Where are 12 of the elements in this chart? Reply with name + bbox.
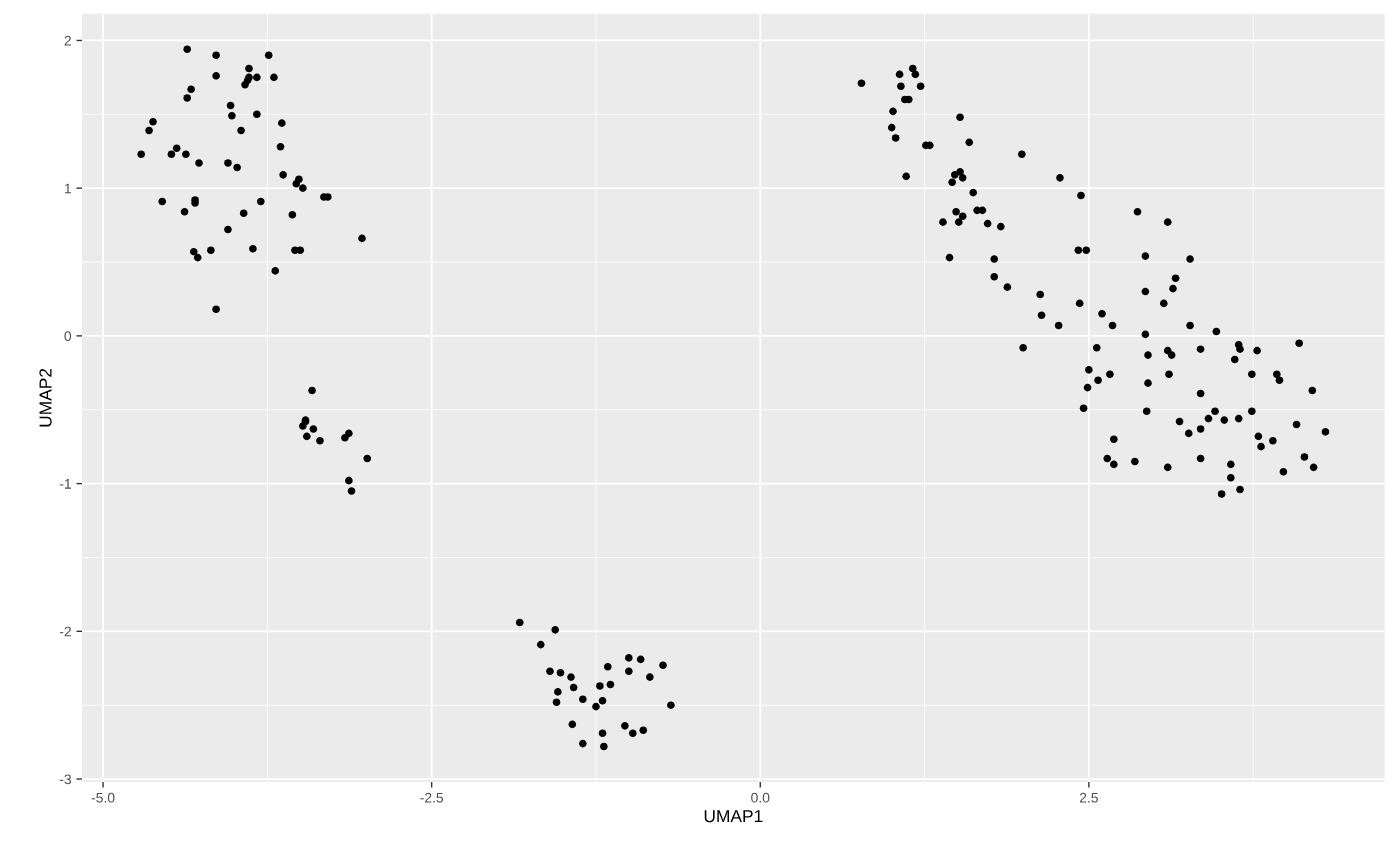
y-tick-label: 1 (64, 183, 71, 194)
y-tick-label: -2 (59, 626, 71, 637)
y-tick-label: -1 (59, 479, 71, 489)
x-tick-label: 2.5 (1079, 792, 1098, 803)
y-tick-label: -3 (59, 774, 72, 785)
y-tick-label: 2 (64, 35, 71, 46)
x-tick-label: -5.0 (91, 792, 115, 803)
x-axis-title: UMAP1 (704, 810, 763, 823)
y-tick-label: 0 (64, 331, 72, 342)
x-tick-label: 0.0 (751, 792, 770, 803)
y-axis-title: UMAP2 (39, 368, 52, 427)
x-tick-label: -2.5 (420, 792, 444, 803)
